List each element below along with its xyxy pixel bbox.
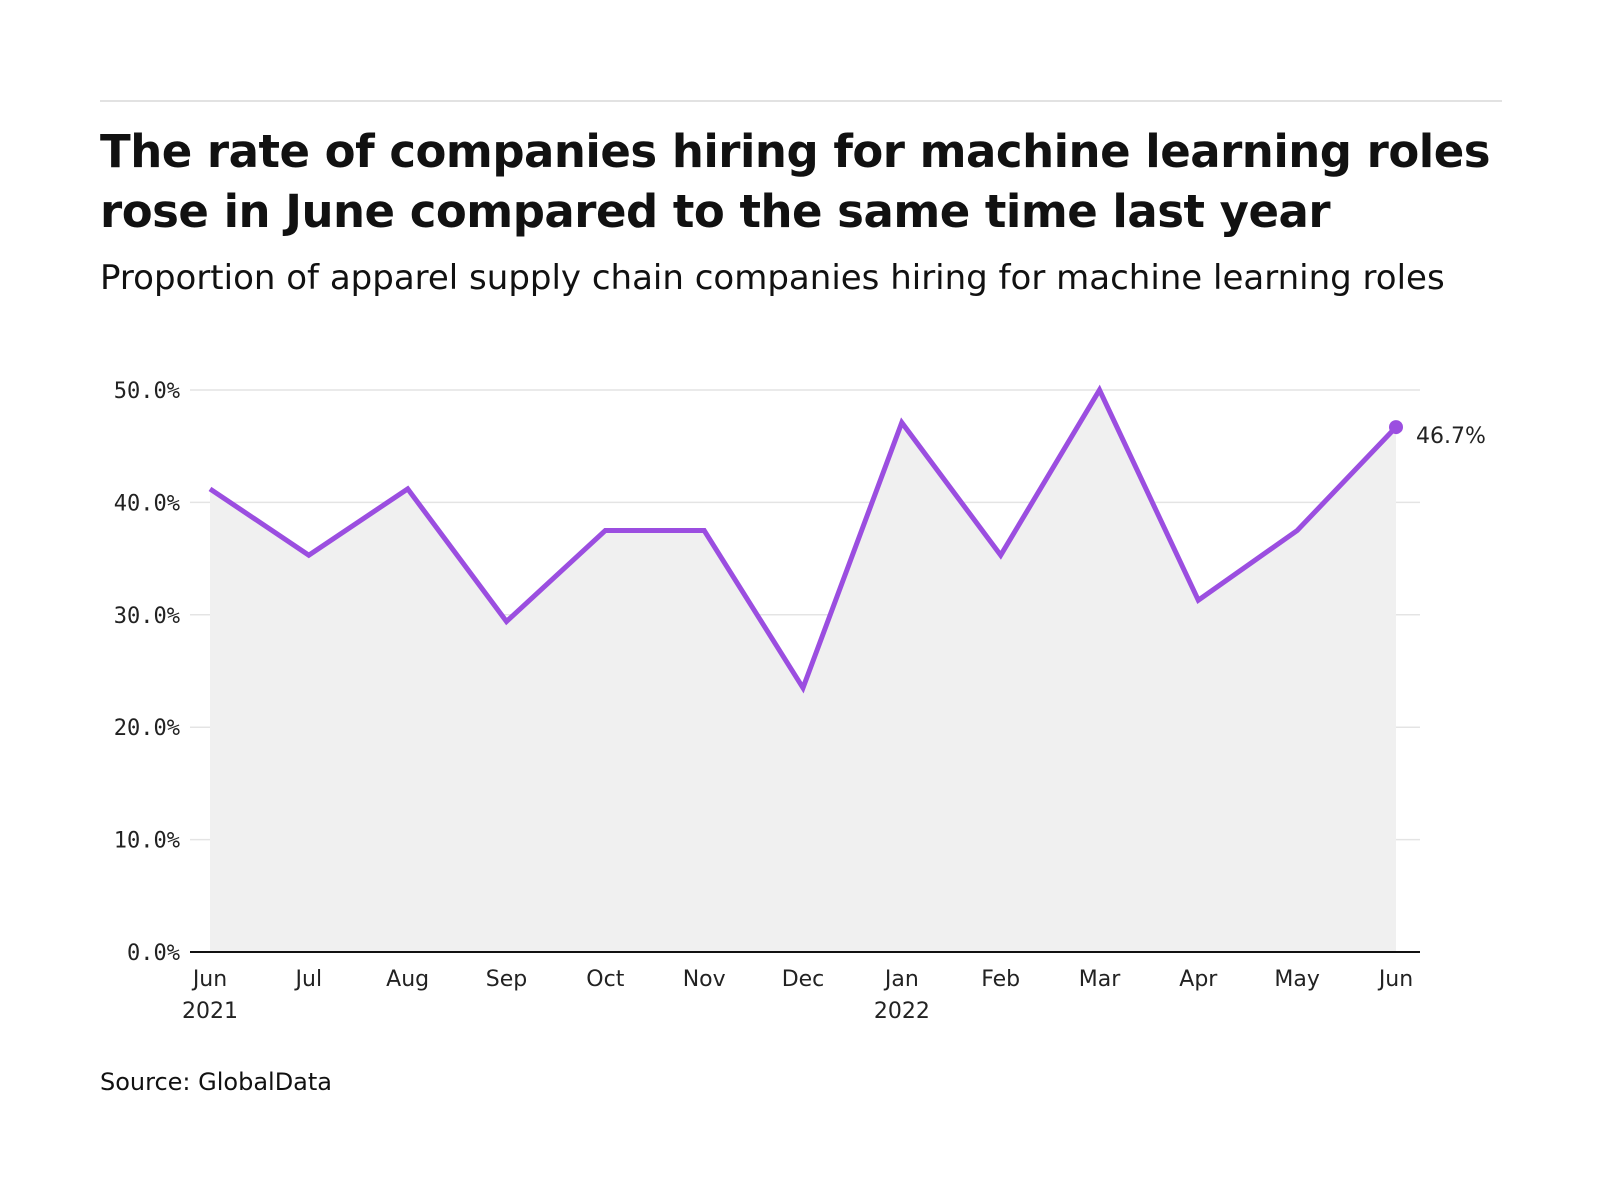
area-fill <box>210 390 1396 952</box>
y-tick-label: 10.0% <box>114 829 180 854</box>
end-value-label: 46.7% <box>1416 424 1486 449</box>
x-tick-label: Nov <box>683 967 726 992</box>
x-tick-year-label: 2022 <box>874 999 930 1024</box>
series-line <box>208 384 1398 694</box>
x-tick-year-label: 2021 <box>182 999 238 1024</box>
x-tick-label: Oct <box>586 967 624 992</box>
x-tick-label: Jun <box>191 967 227 992</box>
y-tick-label: 40.0% <box>114 491 180 516</box>
top-rule <box>100 100 1502 102</box>
x-tick-label: Feb <box>981 967 1020 992</box>
x-tick-label: Jul <box>294 967 323 992</box>
x-tick-label: Jun <box>1377 967 1413 992</box>
x-tick-label: May <box>1274 967 1319 992</box>
x-tick-label: Apr <box>1179 967 1218 992</box>
x-tick-label: Jan <box>883 967 919 992</box>
end-point-marker <box>1389 420 1403 435</box>
y-tick-label: 50.0% <box>114 379 180 404</box>
y-tick-label: 20.0% <box>114 716 180 741</box>
y-tick-label: 0.0% <box>127 941 180 966</box>
x-axis-ticks: Jun 2021 Jul Aug Sep Oct Nov Dec Jan 2022 Feb Mar Ap… <box>182 967 1413 1024</box>
source-note: Source: GlobalData <box>100 1068 333 1096</box>
line-chart: 0.0% 10.0% 20.0% 30.0% 40.0% 50.0% 46.7% Jun 2… <box>114 379 1486 1024</box>
x-tick-label: Dec <box>782 967 825 992</box>
x-tick-label: Sep <box>486 967 527 992</box>
y-axis-ticks: 0.0% 10.0% 20.0% 30.0% 40.0% 50.0% <box>114 379 180 966</box>
x-tick-label: Aug <box>386 967 429 992</box>
x-tick-label: Mar <box>1079 967 1121 992</box>
y-tick-label: 30.0% <box>114 604 180 629</box>
chart-title: The rate of companies hiring for machine… <box>100 125 1491 238</box>
chart-subtitle: Proportion of apparel supply chain compa… <box>100 258 1445 298</box>
